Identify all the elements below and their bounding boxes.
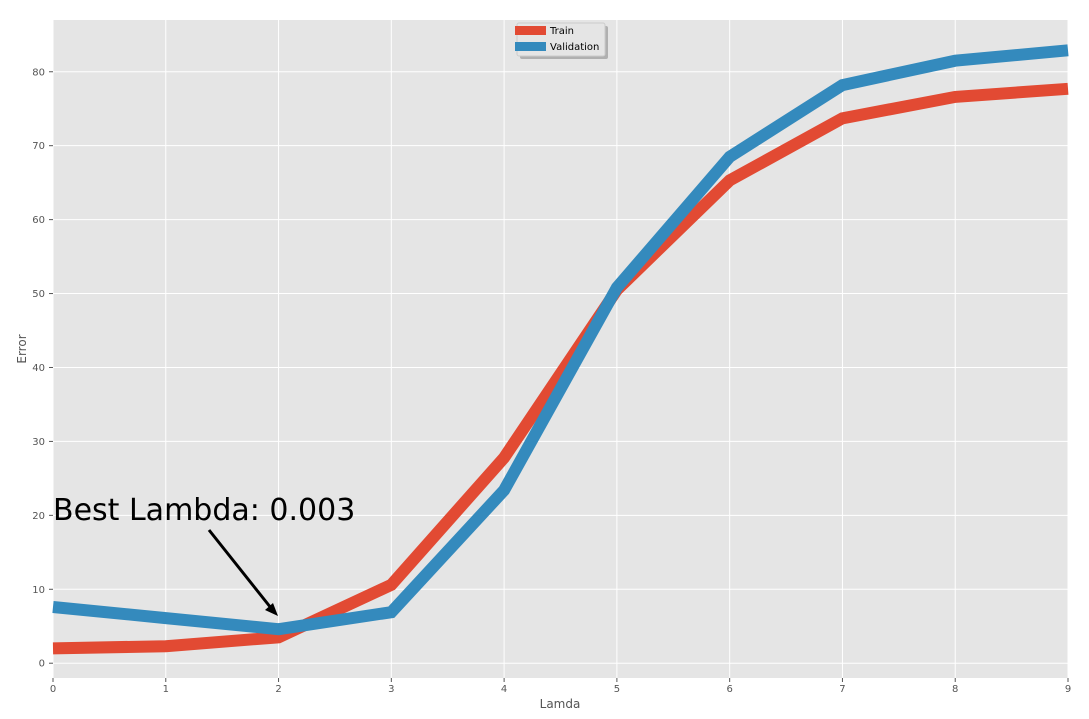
series-line-validation [52, 44, 1069, 636]
legend-label-validation: Validation [550, 42, 599, 53]
x-tick-label: 9 [1065, 684, 1071, 695]
y-tick-label: 80 [32, 67, 45, 78]
x-tick-labels: 0 1 2 3 4 5 6 7 8 9 [50, 678, 1071, 695]
x-tick-label: 2 [275, 684, 281, 695]
x-axis-label: Lamda [540, 697, 581, 711]
x-tick-label: 5 [614, 684, 620, 695]
annotation: Best Lambda: 0.003 [53, 493, 355, 616]
x-tick-label: 3 [388, 684, 394, 695]
x-tick-label: 0 [50, 684, 56, 695]
y-tick-label: 20 [32, 511, 45, 522]
plot-background [53, 20, 1068, 678]
annotation-text: Best Lambda: 0.003 [53, 493, 355, 528]
x-tick-label: 4 [501, 684, 507, 695]
legend-label-train: Train [549, 26, 574, 37]
y-tick-label: 60 [32, 215, 45, 226]
y-tick-labels: 0 10 20 30 40 50 60 70 80 [32, 67, 53, 670]
legend: Train Validation [515, 22, 608, 59]
y-tick-label: 50 [32, 289, 45, 300]
y-tick-label: 70 [32, 141, 45, 152]
y-tick-label: 30 [32, 437, 45, 448]
legend-swatch-train [515, 26, 546, 35]
y-gridlines [53, 71, 1068, 664]
x-gridlines [52, 20, 1069, 678]
series-lines [52, 44, 1069, 655]
annotation-arrow-shaft [207, 529, 273, 609]
x-tick-label: 7 [839, 684, 845, 695]
y-tick-label: 10 [32, 585, 45, 596]
series-line-train [52, 82, 1069, 655]
y-tick-label: 40 [32, 363, 45, 374]
y-axis-label: Error [15, 334, 29, 363]
legend-swatch-validation [515, 42, 546, 51]
x-tick-label: 6 [726, 684, 732, 695]
x-tick-label: 8 [952, 684, 958, 695]
y-tick-label: 0 [39, 659, 45, 670]
annotation-arrow-head [265, 603, 278, 616]
x-tick-label: 1 [163, 684, 169, 695]
